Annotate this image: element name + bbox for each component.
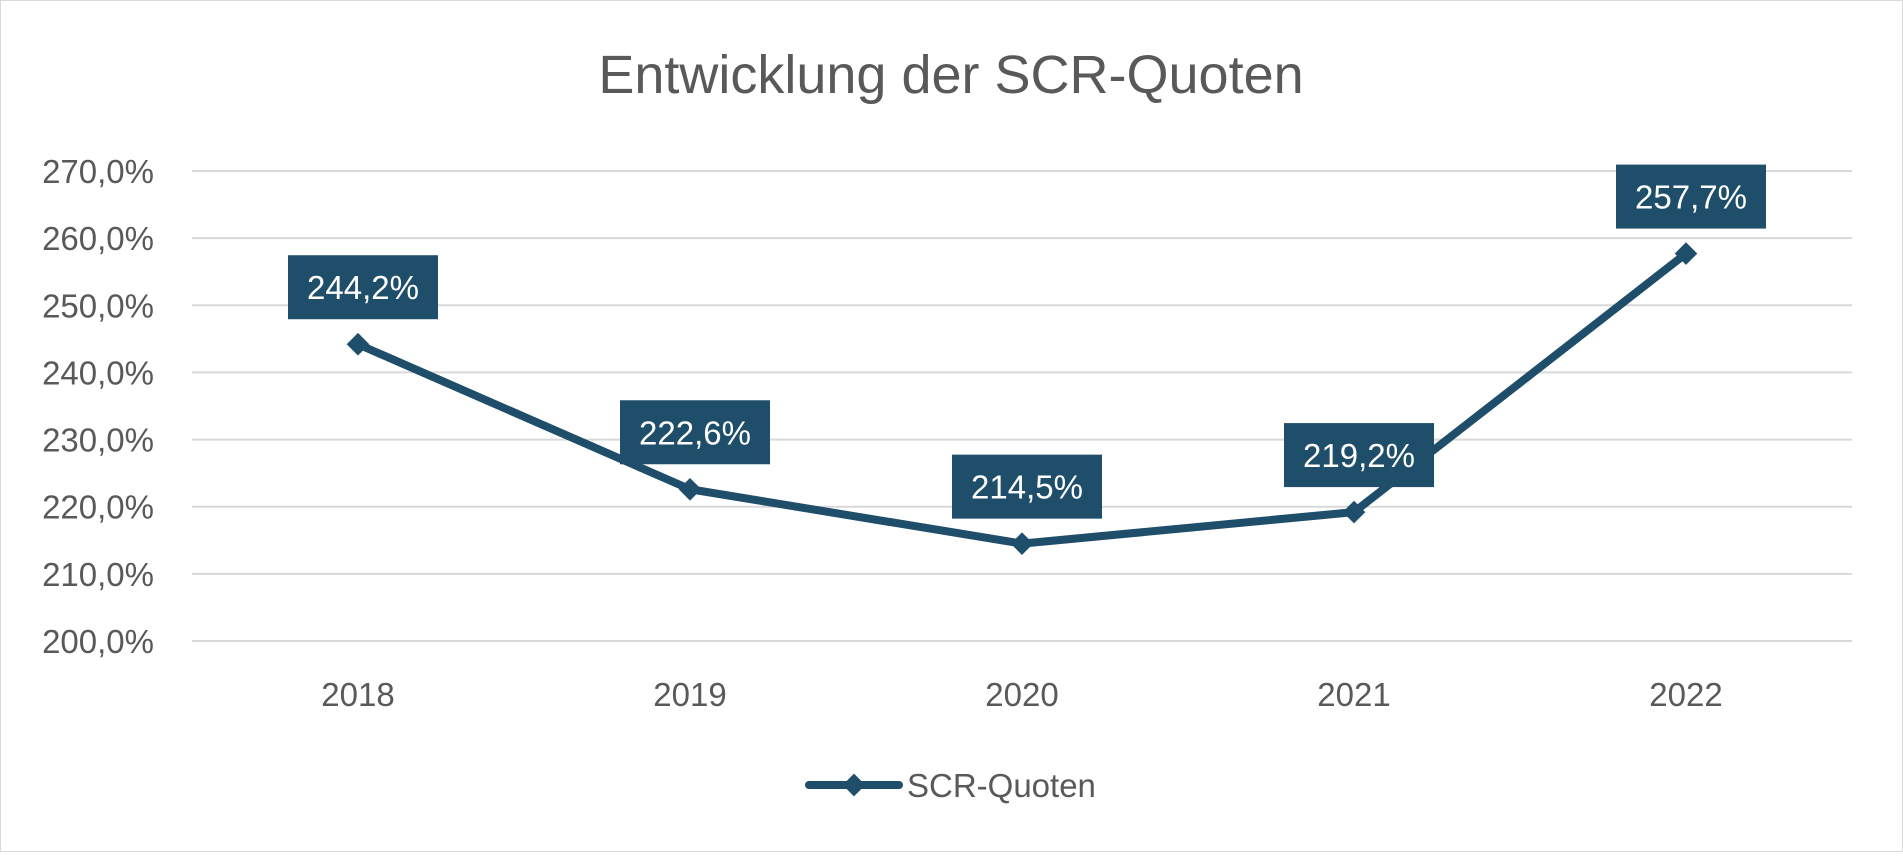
data-label-text: 257,7% [1635, 179, 1747, 216]
x-tick-label: 2021 [1317, 676, 1390, 713]
data-label: 219,2% [1284, 423, 1434, 488]
x-tick-label: 2022 [1649, 676, 1722, 713]
x-tick-label: 2019 [653, 676, 726, 713]
data-label-text: 222,6% [639, 414, 751, 451]
legend: SCR-Quoten [805, 767, 1096, 804]
y-axis: 200,0% 210,0% 220,0% 230,0% 240,0% 250,0% 260,… [42, 153, 154, 660]
data-label-box [1284, 423, 1434, 488]
y-tick-label: 240,0% [42, 354, 154, 391]
y-tick-label: 250,0% [42, 287, 154, 324]
series-scr-quoten [346, 242, 1698, 555]
x-axis: 2018 2019 2020 2021 2022 [321, 676, 1722, 713]
gridlines [192, 170, 1852, 642]
chart-title: Entwicklung der SCR-Quoten [598, 45, 1303, 105]
y-tick-label: 230,0% [42, 422, 154, 459]
y-tick-label: 210,0% [42, 556, 154, 593]
y-tick-label: 260,0% [42, 220, 154, 257]
data-label-text: 219,2% [1303, 437, 1415, 474]
data-label: 214,5% [952, 454, 1102, 519]
x-tick-label: 2018 [321, 676, 394, 713]
y-tick-label: 270,0% [42, 153, 154, 190]
data-label-box [952, 454, 1102, 519]
data-label: 222,6% [620, 400, 770, 465]
y-tick-label: 220,0% [42, 489, 154, 526]
legend-label-scr-quoten: SCR-Quoten [907, 767, 1096, 804]
data-label: 257,7% [1616, 164, 1766, 229]
data-label-box [1616, 164, 1766, 229]
data-label-text: 244,2% [307, 269, 419, 306]
y-tick-label: 200,0% [42, 623, 154, 660]
data-point-marker [1342, 500, 1366, 524]
data-label-box [288, 255, 438, 320]
data-point-marker [678, 477, 702, 501]
data-label: 244,2% [288, 255, 438, 320]
data-point-marker [1010, 532, 1034, 555]
data-label-text: 214,5% [971, 469, 1083, 506]
data-labels: 244,2% 222,6% 214,5% 219,2% 257,7% [288, 164, 1766, 519]
data-point-marker [346, 332, 370, 356]
x-tick-label: 2020 [985, 676, 1058, 713]
data-label-box [620, 400, 770, 465]
legend-diamond-marker [842, 773, 866, 797]
